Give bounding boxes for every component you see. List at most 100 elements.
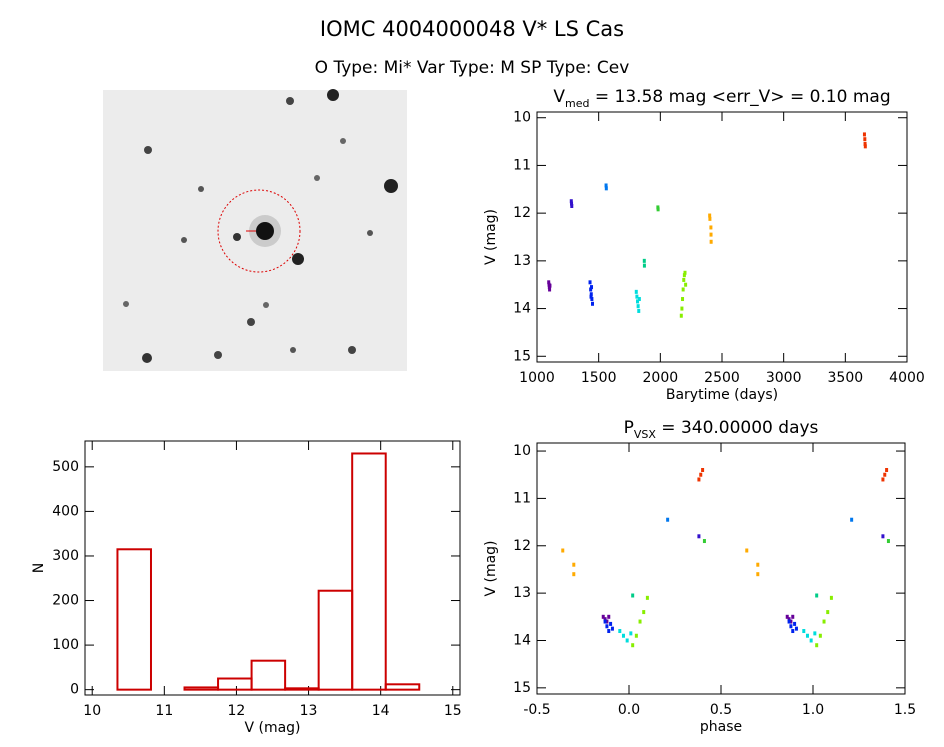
data-point bbox=[636, 299, 640, 304]
data-point bbox=[883, 472, 887, 477]
x-tick-label: 0.5 bbox=[710, 702, 732, 718]
data-point bbox=[813, 631, 817, 636]
data-point bbox=[850, 517, 854, 522]
data-point bbox=[631, 643, 635, 648]
data-point bbox=[590, 297, 594, 302]
data-point bbox=[862, 132, 866, 137]
y-tick-label: 300 bbox=[52, 548, 79, 564]
data-point bbox=[682, 273, 686, 278]
data-point bbox=[561, 548, 565, 553]
data-point bbox=[886, 539, 890, 544]
x-tick-label: 13 bbox=[300, 703, 318, 719]
data-point bbox=[603, 619, 607, 624]
chart: 10 11 12 13 14 15 0 100 200 300 400 500 V (mag) N bbox=[31, 440, 462, 736]
data-point bbox=[699, 472, 703, 477]
y-tick-label: 11 bbox=[513, 157, 531, 173]
data-point bbox=[708, 216, 712, 221]
y-tick-label: 10 bbox=[513, 443, 531, 459]
data-point bbox=[885, 467, 889, 472]
data-point bbox=[863, 141, 867, 146]
data-point bbox=[684, 282, 688, 287]
data-point bbox=[572, 572, 576, 577]
data-point bbox=[683, 270, 687, 275]
data-point bbox=[829, 595, 833, 600]
x-tick-label: 3000 bbox=[766, 370, 802, 386]
data-point bbox=[666, 517, 670, 522]
data-point bbox=[588, 280, 592, 285]
x-axis-label: phase bbox=[700, 719, 742, 735]
data-point bbox=[802, 629, 806, 634]
y-tick-label: 0 bbox=[70, 682, 79, 698]
data-point bbox=[610, 626, 614, 631]
x-axis-label: Barytime (days) bbox=[666, 387, 778, 403]
data-point bbox=[789, 624, 793, 629]
data-point bbox=[682, 277, 686, 282]
data-point bbox=[680, 306, 684, 311]
data-point bbox=[826, 610, 830, 615]
y-axis-label: V (mag) bbox=[483, 209, 499, 265]
data-point bbox=[645, 595, 649, 600]
data-point bbox=[881, 534, 885, 539]
x-tick-label: 2500 bbox=[704, 370, 740, 386]
data-point bbox=[709, 239, 713, 244]
x-tick-label: 11 bbox=[155, 703, 173, 719]
data-point bbox=[805, 633, 809, 638]
data-point bbox=[635, 294, 639, 299]
data-point bbox=[679, 313, 683, 318]
data-point bbox=[604, 186, 608, 191]
data-point bbox=[702, 539, 706, 544]
data-point bbox=[569, 199, 573, 204]
title-part: = 13.58 mag <err_V> = 0.10 mag bbox=[589, 87, 890, 107]
title-part: VSX bbox=[634, 428, 657, 441]
x-tick-label: 1.5 bbox=[894, 702, 916, 718]
data-point bbox=[621, 633, 625, 638]
x-axis-label: V (mag) bbox=[244, 720, 300, 736]
histogram-bar bbox=[250, 659, 287, 691]
data-point bbox=[815, 593, 819, 598]
y-tick-label: 200 bbox=[52, 593, 79, 609]
data-point bbox=[701, 467, 705, 472]
y-axis-label: N bbox=[31, 563, 47, 573]
data-point bbox=[642, 263, 646, 268]
y-axis-label: V (mag) bbox=[483, 540, 499, 596]
x-tick-label: 15 bbox=[444, 703, 462, 719]
data-point bbox=[793, 621, 797, 626]
data-point bbox=[589, 287, 593, 292]
chart-title: PVSX = 340.00000 days bbox=[624, 418, 819, 441]
page-title: IOMC 4004000048 V* LS Cas bbox=[320, 17, 624, 41]
y-tick-label: 11 bbox=[513, 490, 531, 506]
data-point bbox=[589, 292, 593, 297]
data-point bbox=[570, 201, 574, 206]
x-tick-label: 0.0 bbox=[618, 702, 640, 718]
data-point bbox=[791, 614, 795, 619]
data-point bbox=[625, 638, 629, 643]
data-point bbox=[605, 624, 609, 629]
x-tick-label: -0.5 bbox=[523, 702, 550, 718]
data-point bbox=[642, 610, 646, 615]
title-part: P bbox=[624, 418, 634, 438]
data-point bbox=[607, 614, 611, 619]
histogram-bar bbox=[384, 683, 421, 691]
data-point bbox=[548, 283, 552, 288]
data-point bbox=[638, 619, 642, 624]
data-point bbox=[629, 631, 633, 636]
histogram-bar bbox=[183, 686, 220, 691]
data-point bbox=[789, 619, 793, 624]
data-point bbox=[697, 534, 701, 539]
y-tick-label: 15 bbox=[513, 680, 531, 696]
x-tick-label: 3500 bbox=[828, 370, 864, 386]
histogram-bar bbox=[317, 589, 354, 691]
data-point bbox=[607, 629, 611, 634]
title-part: V bbox=[553, 87, 565, 107]
chart: -0.5 0.0 0.5 1.0 1.5 10 11 12 13 14 15 phase V (mag)… bbox=[483, 418, 916, 735]
x-tick-label: 10 bbox=[83, 703, 101, 719]
data-point bbox=[787, 617, 791, 622]
data-point bbox=[631, 593, 635, 598]
histogram-bar bbox=[217, 677, 253, 691]
data-point bbox=[709, 225, 713, 230]
x-tick-label: 2000 bbox=[643, 370, 679, 386]
data-point bbox=[787, 619, 791, 624]
histogram-bar bbox=[351, 452, 387, 691]
histogram-bar bbox=[284, 687, 320, 691]
